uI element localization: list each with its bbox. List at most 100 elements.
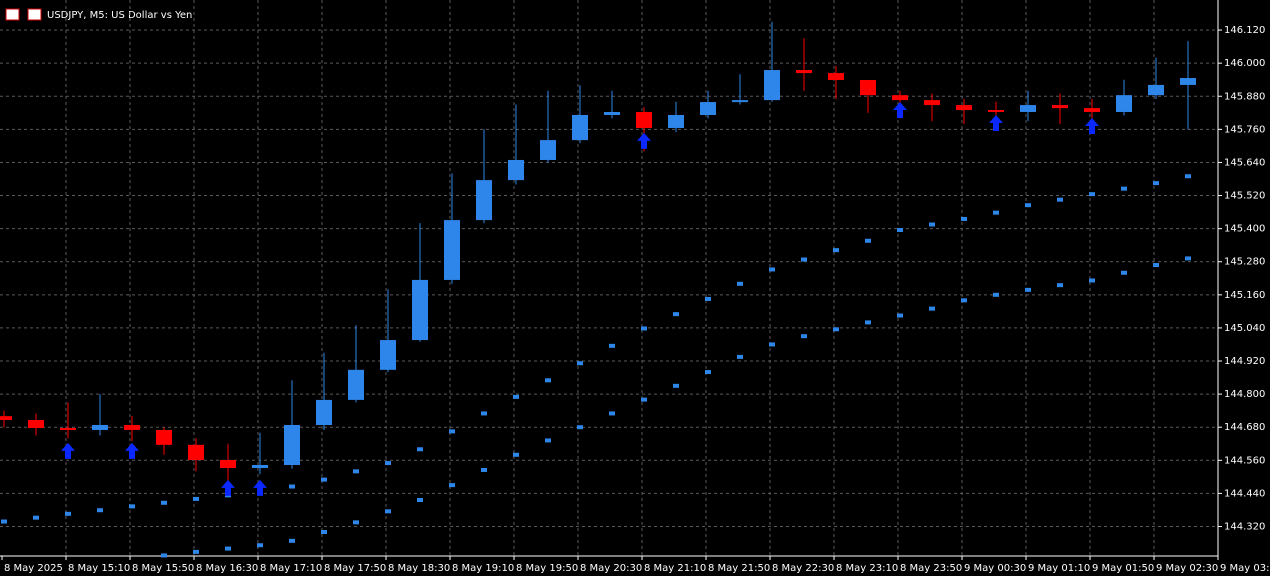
x-tick-label: 9 May 01:50 [1092,563,1154,574]
candle-body [476,180,492,221]
candle-body [60,428,76,431]
ma-point [961,298,967,303]
x-tick-label: 8 May 17:50 [324,563,386,574]
candle-body [1180,78,1196,85]
y-tick-label: 144.440 [1224,488,1265,499]
ma-point [417,498,423,503]
ma-point [1089,278,1095,283]
ma-point [865,320,871,325]
ma-point [1089,192,1095,197]
signal-arrow [221,479,235,496]
signal-arrow [989,115,1003,132]
x-tick-label: 8 May 21:10 [644,563,706,574]
ma-point [481,467,487,472]
x-tick-label: 8 May 20:30 [580,563,642,574]
ma-point [321,477,327,482]
candle-body [828,73,844,80]
x-tick-label: 9 May 00:30 [964,563,1026,574]
ma-point [1185,256,1191,261]
chart-title: USDJPY, M5: US Dollar vs Yen [47,10,192,21]
y-tick-label: 145.760 [1224,124,1265,135]
ma-point [993,210,999,215]
x-tick-label: 8 May 17:10 [260,563,322,574]
x-tick-label: 9 May 02:30 [1156,563,1218,574]
candle-body [668,115,684,128]
ma-point [897,228,903,233]
candle-body [380,340,396,370]
x-tick-label: 8 May 2025 [4,563,63,574]
y-tick-label: 144.560 [1224,455,1265,466]
signal-arrow [893,102,907,119]
ma-point [705,296,711,301]
x-tick-label: 8 May 22:30 [772,563,834,574]
icon [27,8,42,21]
ma-point [865,238,871,243]
ma-point [33,515,39,520]
candle-body [700,102,716,116]
ma-point [961,216,967,221]
ma-point [1121,270,1127,275]
candle-body [444,220,460,280]
candle-body [156,429,172,445]
ma-point [673,383,679,388]
ma-point [929,222,935,227]
x-tick-label: 8 May 15:50 [132,563,194,574]
candle-body [92,424,108,430]
y-tick-label: 145.880 [1224,91,1265,102]
signal-arrow [253,479,267,496]
candle-body [956,105,972,111]
ma-point [193,549,199,554]
y-tick-label: 144.800 [1224,389,1265,400]
ma-point [609,343,615,348]
ma-point [641,326,647,331]
x-tick-label: 8 May 16:30 [196,563,258,574]
x-tick-label: 9 May 01:10 [1028,563,1090,574]
x-tick-label: 8 May 19:10 [452,563,514,574]
ma-point [609,411,615,416]
signal-arrow [61,442,75,459]
ma-point [129,504,135,509]
ma-point [289,484,295,489]
candle-body [412,279,428,341]
ma-point [1,519,7,524]
ma-point [65,511,71,516]
ma-point [673,312,679,317]
ma-point [257,543,263,548]
ma-point [97,508,103,513]
ma-point [641,397,647,402]
candle-body [28,420,44,429]
ma-point [769,342,775,347]
candle-body [1148,84,1164,96]
candle-body [540,140,556,160]
candle-body [796,70,812,74]
x-tick-label: 8 May 19:50 [516,563,578,574]
ma-point [1121,186,1127,191]
candle-body [1020,105,1036,112]
ma-point [1025,287,1031,292]
candle-body [860,79,876,96]
ma-point [801,257,807,262]
candle-body [572,115,588,141]
candle-body [924,100,940,106]
ma-point [225,546,231,551]
ma-point [513,394,519,399]
symbol-icons [5,8,42,21]
ma-point [737,354,743,359]
signal-arrow [637,132,651,149]
ma-point [897,313,903,318]
ma-point [289,538,295,543]
ma-point [1153,263,1159,268]
ma-point [1153,181,1159,186]
ma-point [161,500,167,505]
y-tick-label: 146.120 [1224,25,1265,36]
candle-body [124,424,140,430]
ma-point [545,438,551,443]
ma-point [353,520,359,525]
candle-body [604,111,620,116]
y-tick-label: 146.000 [1224,58,1265,69]
candle-body [1084,108,1100,112]
candle-body [220,460,236,469]
ma-point [833,248,839,253]
y-tick-label: 145.040 [1224,323,1265,334]
